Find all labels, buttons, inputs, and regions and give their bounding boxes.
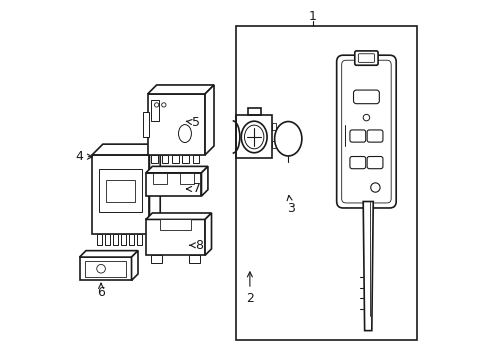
Text: 8: 8	[189, 239, 203, 252]
Bar	[106, 180, 135, 202]
Polygon shape	[80, 257, 131, 280]
Text: 3: 3	[286, 195, 294, 215]
Bar	[160, 220, 190, 230]
Ellipse shape	[162, 103, 165, 107]
Bar	[172, 155, 178, 163]
Bar	[235, 26, 416, 339]
Bar	[113, 234, 118, 244]
Text: 4: 4	[75, 150, 92, 163]
Ellipse shape	[154, 103, 159, 107]
FancyBboxPatch shape	[349, 157, 365, 169]
Polygon shape	[204, 85, 214, 155]
Bar	[99, 169, 142, 212]
Bar	[129, 234, 134, 244]
Text: 6: 6	[97, 283, 105, 300]
Text: 5: 5	[186, 116, 200, 129]
Bar	[247, 108, 260, 116]
Bar	[92, 155, 149, 234]
Polygon shape	[131, 251, 138, 280]
Bar	[180, 173, 194, 184]
Polygon shape	[149, 144, 160, 234]
Polygon shape	[145, 173, 201, 196]
Polygon shape	[201, 166, 207, 196]
Bar	[151, 100, 159, 121]
Bar	[143, 112, 148, 136]
FancyBboxPatch shape	[354, 51, 377, 65]
FancyBboxPatch shape	[366, 157, 382, 169]
Bar	[137, 234, 142, 244]
Bar	[147, 94, 204, 155]
Bar	[153, 173, 167, 184]
Bar	[192, 155, 199, 163]
Polygon shape	[145, 213, 211, 220]
Bar	[188, 255, 199, 263]
Bar	[85, 261, 126, 277]
Polygon shape	[80, 251, 138, 257]
Bar	[271, 141, 276, 148]
Bar	[97, 234, 102, 244]
Text: 2: 2	[245, 272, 253, 305]
Text: 7: 7	[186, 183, 201, 195]
Polygon shape	[145, 220, 204, 255]
Bar	[151, 155, 158, 163]
Ellipse shape	[241, 121, 266, 153]
Ellipse shape	[274, 122, 301, 156]
FancyBboxPatch shape	[366, 130, 382, 142]
Bar	[162, 155, 168, 163]
Bar	[105, 234, 110, 244]
Ellipse shape	[363, 114, 369, 121]
Polygon shape	[204, 213, 211, 255]
Polygon shape	[92, 144, 160, 155]
Ellipse shape	[244, 125, 264, 149]
FancyBboxPatch shape	[358, 54, 374, 62]
FancyBboxPatch shape	[353, 90, 379, 104]
Bar	[271, 123, 276, 130]
Bar	[182, 155, 188, 163]
Polygon shape	[147, 85, 214, 94]
FancyBboxPatch shape	[349, 130, 365, 142]
Polygon shape	[145, 166, 207, 173]
Ellipse shape	[97, 265, 105, 273]
Bar	[236, 116, 271, 158]
FancyBboxPatch shape	[341, 60, 390, 203]
Bar	[121, 234, 126, 244]
Bar	[151, 255, 162, 263]
Ellipse shape	[370, 183, 379, 192]
Text: 1: 1	[308, 10, 316, 23]
Ellipse shape	[178, 125, 191, 143]
FancyBboxPatch shape	[336, 55, 395, 208]
Polygon shape	[363, 202, 372, 330]
